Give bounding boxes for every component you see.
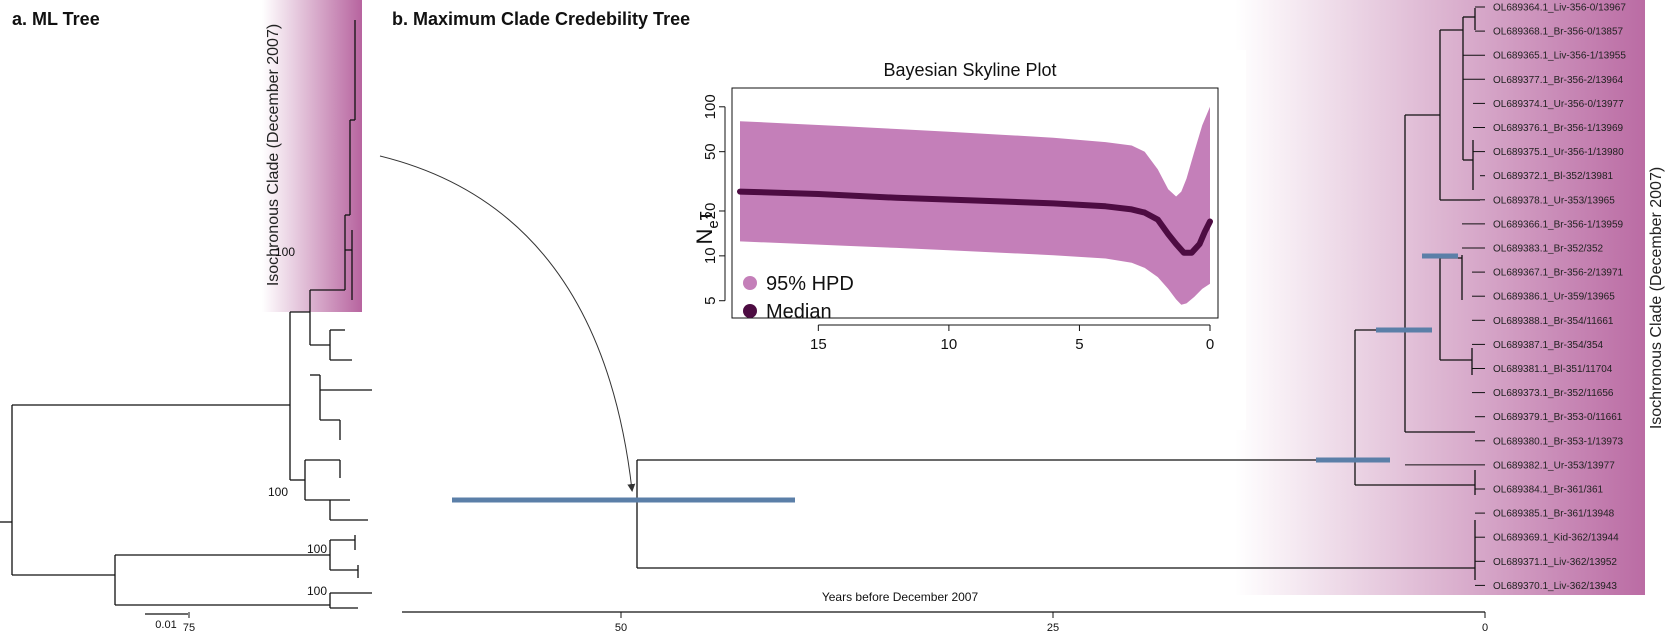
inset-y-axis: 5 10 20 50 100 [702, 94, 726, 305]
median-line [737, 188, 1213, 256]
taxon-label: OL689369.1_Kid-362/13944 [1493, 533, 1619, 544]
linking-arrow [379, 155, 636, 492]
taxon-label: OL689380.1_Br-353-1/13973 [1493, 436, 1624, 447]
taxon-label: OL689386.1_Ur-359/13965 [1493, 292, 1615, 303]
legend-median-swatch [743, 304, 757, 318]
hpd-area [740, 106, 1210, 305]
time-axis-label: Years before December 2007 [822, 590, 979, 604]
taxon-label: OL689388.1_Br-354/11661 [1493, 316, 1614, 327]
taxon-label: OL689385.1_Br-361/13948 [1493, 509, 1615, 520]
taxon-label: OL689383.1_Br-352/352 [1493, 244, 1604, 255]
legend-hpd-swatch [743, 276, 757, 290]
taxon-label: OL689364.1_Liv-356-0/13967 [1493, 3, 1626, 14]
bootstrap-label: 100 [307, 542, 327, 556]
inset-y-axis-label: Neτ [692, 211, 722, 244]
taxon-label: OL689377.1_Br-356-2/13964 [1493, 75, 1624, 86]
time-axis-tick-label: 75 [183, 622, 195, 634]
panel-a-clade-label: Isochronous Clade (December 2007) [265, 24, 282, 286]
mcc-tree-branches [636, 8, 1480, 580]
taxon-label: OL689373.1_Br-352/11656 [1493, 388, 1614, 399]
inset-title: Bayesian Skyline Plot [883, 60, 1056, 80]
taxon-label: OL689382.1_Ur-353/13977 [1493, 460, 1615, 471]
panel-a-title: a. ML Tree [12, 9, 100, 29]
inset-y-tick-label: 10 [702, 247, 719, 264]
node-hpd-bars [452, 253, 1458, 503]
time-axis-tick-label: 25 [1047, 622, 1059, 634]
inset-x-axis: 15 10 5 0 [810, 324, 1214, 353]
inset-y-tick-label: 5 [702, 297, 719, 305]
inset-x-tick-label: 10 [941, 336, 958, 353]
taxon-label: OL689381.1_Bl-351/11704 [1493, 364, 1613, 375]
legend-median-label: Median [766, 301, 832, 323]
inset-x-tick-label: 0 [1206, 336, 1214, 353]
inset-y-tick-label: 100 [702, 94, 719, 119]
taxon-label: OL689372.1_Bl-352/13981 [1493, 171, 1614, 182]
inset-y-tick-label: 20 [702, 203, 719, 220]
time-axis-tick-label: 50 [615, 622, 627, 634]
inset-x-tick-label: 5 [1075, 336, 1083, 353]
time-axis-tick-label: 0 [1482, 622, 1488, 634]
taxon-label: OL689371.1_Liv-362/13952 [1493, 557, 1617, 568]
inset-y-tick-label: 50 [702, 143, 719, 160]
taxon-label: OL689387.1_Br-354/354 [1493, 340, 1604, 351]
panel-b-clade-label: Isochronous Clade (December 2007) [1648, 167, 1665, 429]
taxon-label: OL689370.1_Liv-362/13943 [1493, 581, 1617, 592]
legend-hpd-label: 95% HPD [766, 273, 854, 295]
taxon-label: OL689384.1_Br-361/361 [1493, 485, 1604, 496]
mcc-taxa-labels: OL689364.1_Liv-356-0/13967 OL689368.1_Br-… [1493, 3, 1626, 592]
taxon-label: OL689378.1_Ur-353/13965 [1493, 195, 1615, 206]
ml-tree-branches [0, 20, 372, 609]
taxon-label: OL689376.1_Br-356-1/13969 [1493, 123, 1624, 134]
taxon-label: OL689375.1_Ur-356-1/13980 [1493, 147, 1624, 158]
scale-bar-label: 0.01 [155, 619, 176, 631]
bootstrap-label: 100 [307, 584, 327, 598]
taxon-label: OL689366.1_Br-356-1/13959 [1493, 219, 1624, 230]
mcc-leaf-branches [1405, 6, 1485, 586]
bootstrap-label: 100 [275, 245, 295, 259]
taxon-label: OL689367.1_Br-356-2/13971 [1493, 268, 1624, 279]
inset-x-tick-label: 15 [810, 336, 827, 353]
bootstrap-label: 100 [268, 485, 288, 499]
time-axis: 1007550250 [183, 611, 1488, 634]
taxon-label: OL689368.1_Br-356-0/13857 [1493, 27, 1624, 38]
inset-plot-frame [731, 87, 1219, 319]
taxon-label: OL689374.1_Ur-356-0/13977 [1493, 99, 1624, 110]
taxon-label: OL689379.1_Br-353-0/11661 [1493, 412, 1623, 423]
panel-b-title: b. Maximum Clade Credebility Tree [392, 9, 690, 29]
taxon-label: OL689365.1_Liv-356-1/13955 [1493, 51, 1626, 62]
